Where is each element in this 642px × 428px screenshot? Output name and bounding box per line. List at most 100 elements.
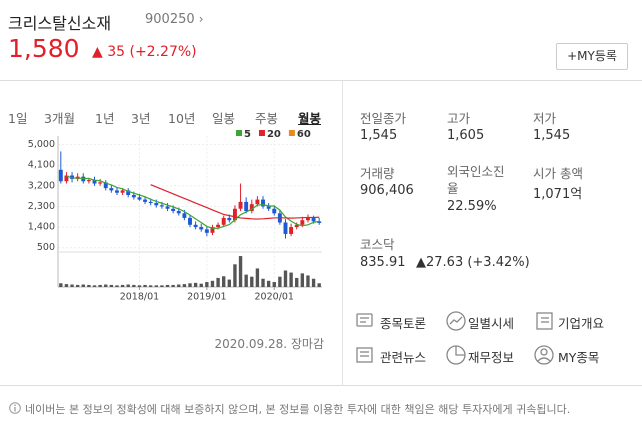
candle-body	[120, 190, 125, 193]
info-icon	[9, 402, 21, 414]
candle-body	[244, 201, 249, 212]
candle-body	[92, 180, 97, 184]
volume-bar	[81, 284, 85, 287]
stat-label: 고가	[447, 111, 471, 126]
link[interactable]: 종목토론	[380, 316, 427, 331]
y-tick-label: 1,400	[28, 222, 55, 233]
volume-bar	[126, 284, 130, 287]
candle-body	[227, 217, 232, 221]
legend-label: 60	[297, 129, 311, 140]
index-value: 835.91	[360, 255, 406, 270]
candle-body	[232, 208, 237, 221]
stat-value: 1,545	[533, 128, 571, 143]
disclaimer: 네이버는 본 정보의 정확성에 대해 보증하지 않으며, 본 정보를 이용한 투…	[25, 403, 571, 416]
candle-body	[204, 229, 209, 233]
candle-body	[176, 211, 181, 214]
volume-bar	[227, 279, 232, 287]
link[interactable]: 일별시세	[468, 316, 515, 331]
candle-body	[311, 217, 316, 222]
volume-bar	[261, 278, 265, 287]
volume-bar	[171, 284, 175, 287]
candle-body	[300, 220, 305, 225]
candle-body	[289, 227, 294, 234]
volume-bar	[115, 285, 119, 287]
volume-bar	[104, 284, 108, 287]
candle-body	[64, 175, 69, 182]
volume-bar	[306, 275, 310, 287]
stat-label: 거래량	[360, 166, 395, 181]
period-tab[interactable]: 일봉	[212, 111, 236, 126]
candle-body	[249, 204, 254, 212]
volume-bar	[182, 284, 187, 287]
legend-label: 20	[267, 129, 281, 140]
y-tick-label: 2,300	[28, 201, 55, 212]
stat-label: 외국인소진율	[447, 164, 505, 196]
link[interactable]: 기업개요	[558, 316, 605, 331]
candle-body	[261, 199, 265, 207]
chart: 5 20 60 500 1,400 2,300 3,200 4,100 5,000 2018/01…	[28, 129, 322, 303]
stat-label: 저가	[533, 111, 557, 126]
volume-bar	[75, 284, 80, 287]
volume-bar	[132, 284, 136, 287]
divider	[342, 81, 343, 385]
index-label: 코스닥	[360, 237, 395, 252]
stat-value: 1,605	[447, 128, 485, 143]
stock-code[interactable]: 900250 ›	[145, 12, 204, 27]
price-change: ▲ 35 (+2.27%)	[92, 44, 197, 60]
volume-bar	[272, 282, 276, 287]
link[interactable]: MY종목	[558, 350, 600, 365]
volume-bar	[120, 284, 125, 287]
link[interactable]: 재무정보	[468, 350, 515, 365]
volume-bar	[222, 276, 226, 287]
candle-body	[137, 197, 142, 200]
divider	[0, 80, 642, 81]
candle-body	[317, 221, 322, 223]
ma-line	[150, 184, 320, 220]
volume-bar	[154, 285, 158, 287]
index-change: ▲27.63 (+3.42%)	[416, 255, 530, 270]
candle-body	[283, 222, 288, 234]
period-tab[interactable]: 10년	[168, 111, 196, 126]
candle-body	[272, 208, 277, 214]
period-tab[interactable]: 주봉	[255, 111, 279, 126]
candle-body	[126, 190, 131, 195]
candle-body	[182, 213, 187, 218]
stock-name[interactable]: 크리스탈신소재	[8, 14, 112, 33]
volume-bar	[283, 270, 288, 287]
x-tick-label: 2018/01	[120, 292, 159, 303]
volume-bar	[205, 282, 209, 287]
candle-body	[115, 190, 119, 193]
candle-body	[294, 224, 299, 228]
volume-bar	[199, 283, 203, 287]
volume-bar	[160, 285, 164, 287]
period-tab[interactable]: 3개월	[44, 111, 75, 126]
candle-body	[305, 217, 310, 221]
candle-body	[58, 169, 63, 182]
volume-bar	[188, 283, 192, 287]
candle-body	[188, 217, 192, 225]
candle-body	[86, 180, 91, 182]
period-tab[interactable]: 1일	[8, 111, 28, 126]
date-note: 2020.09.28. 장마감	[214, 337, 324, 351]
legend-swatch	[288, 130, 295, 136]
stat-label: 전일종가	[360, 111, 407, 126]
period-tab[interactable]: 1년	[95, 111, 115, 126]
legend-swatch	[258, 130, 265, 136]
x-tick-label: 2019/01	[187, 292, 226, 303]
stat-value: 906,406	[360, 183, 414, 198]
legend-label: 5	[244, 129, 251, 140]
stat-value: 22.59%	[447, 199, 497, 214]
my-button[interactable]: +MY등록	[556, 43, 628, 70]
candle-body	[98, 182, 103, 184]
volume-bar	[109, 284, 114, 287]
period-tab[interactable]: 3년	[131, 111, 151, 126]
volume-bar	[266, 280, 271, 287]
footer	[0, 385, 642, 428]
period-tab[interactable]: 월봉	[298, 111, 322, 126]
candle-body	[148, 201, 153, 204]
candle-body	[199, 227, 204, 230]
candle-body	[266, 206, 271, 209]
link[interactable]: 관련뉴스	[380, 350, 427, 365]
volume-bar	[238, 256, 243, 287]
